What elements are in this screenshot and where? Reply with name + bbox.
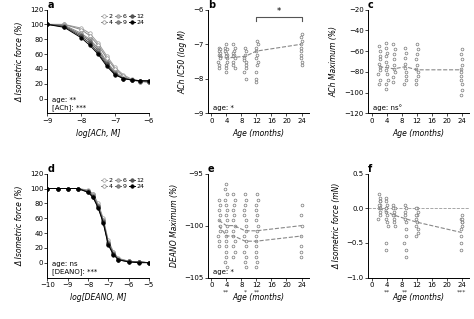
X-axis label: log[ACh, M]: log[ACh, M]	[76, 129, 120, 138]
Legend: 2, 4, 6, 9, 12, 24: 2, 4, 6, 9, 12, 24	[100, 177, 146, 191]
Y-axis label: Δ Isometric force (%): Δ Isometric force (%)	[15, 21, 24, 102]
Text: b: b	[208, 0, 215, 10]
Y-axis label: Δ Isometric force (mN): Δ Isometric force (mN)	[332, 182, 341, 269]
X-axis label: Age (months): Age (months)	[232, 129, 284, 138]
Text: e: e	[208, 164, 214, 174]
Text: **: **	[253, 290, 260, 295]
Text: *: *	[277, 7, 281, 16]
X-axis label: log[DEANO, M]: log[DEANO, M]	[70, 293, 127, 302]
Y-axis label: ACh IC50 (log M): ACh IC50 (log M)	[179, 29, 188, 93]
Text: **: **	[402, 290, 409, 295]
Text: *: *	[244, 290, 247, 295]
Text: ***: ***	[457, 290, 466, 295]
Y-axis label: Δ Isometric force (%): Δ Isometric force (%)	[15, 185, 24, 266]
Text: c: c	[368, 0, 374, 10]
Text: a: a	[47, 0, 54, 10]
Text: age: *: age: *	[213, 270, 234, 275]
Text: [ACh]: ***: [ACh]: ***	[53, 105, 87, 111]
Text: age: **: age: **	[53, 97, 77, 103]
Y-axis label: ACh Maximum (%): ACh Maximum (%)	[330, 26, 339, 97]
Text: d: d	[47, 164, 55, 174]
Text: f: f	[368, 164, 372, 174]
Y-axis label: DEANO Maximum (%): DEANO Maximum (%)	[170, 184, 179, 267]
X-axis label: Age (months): Age (months)	[392, 129, 445, 138]
Text: age: ns: age: ns	[53, 261, 78, 267]
Text: [DEANO]: ***: [DEANO]: ***	[53, 269, 98, 275]
Text: age: *: age: *	[213, 105, 234, 111]
Text: **: **	[223, 290, 229, 295]
Text: **: **	[383, 290, 390, 295]
X-axis label: Age (months): Age (months)	[392, 293, 445, 302]
Legend: 2, 4, 6, 9, 12, 24: 2, 4, 6, 9, 12, 24	[100, 13, 146, 26]
Text: age: ns°: age: ns°	[373, 105, 402, 111]
X-axis label: Age (months): Age (months)	[232, 293, 284, 302]
